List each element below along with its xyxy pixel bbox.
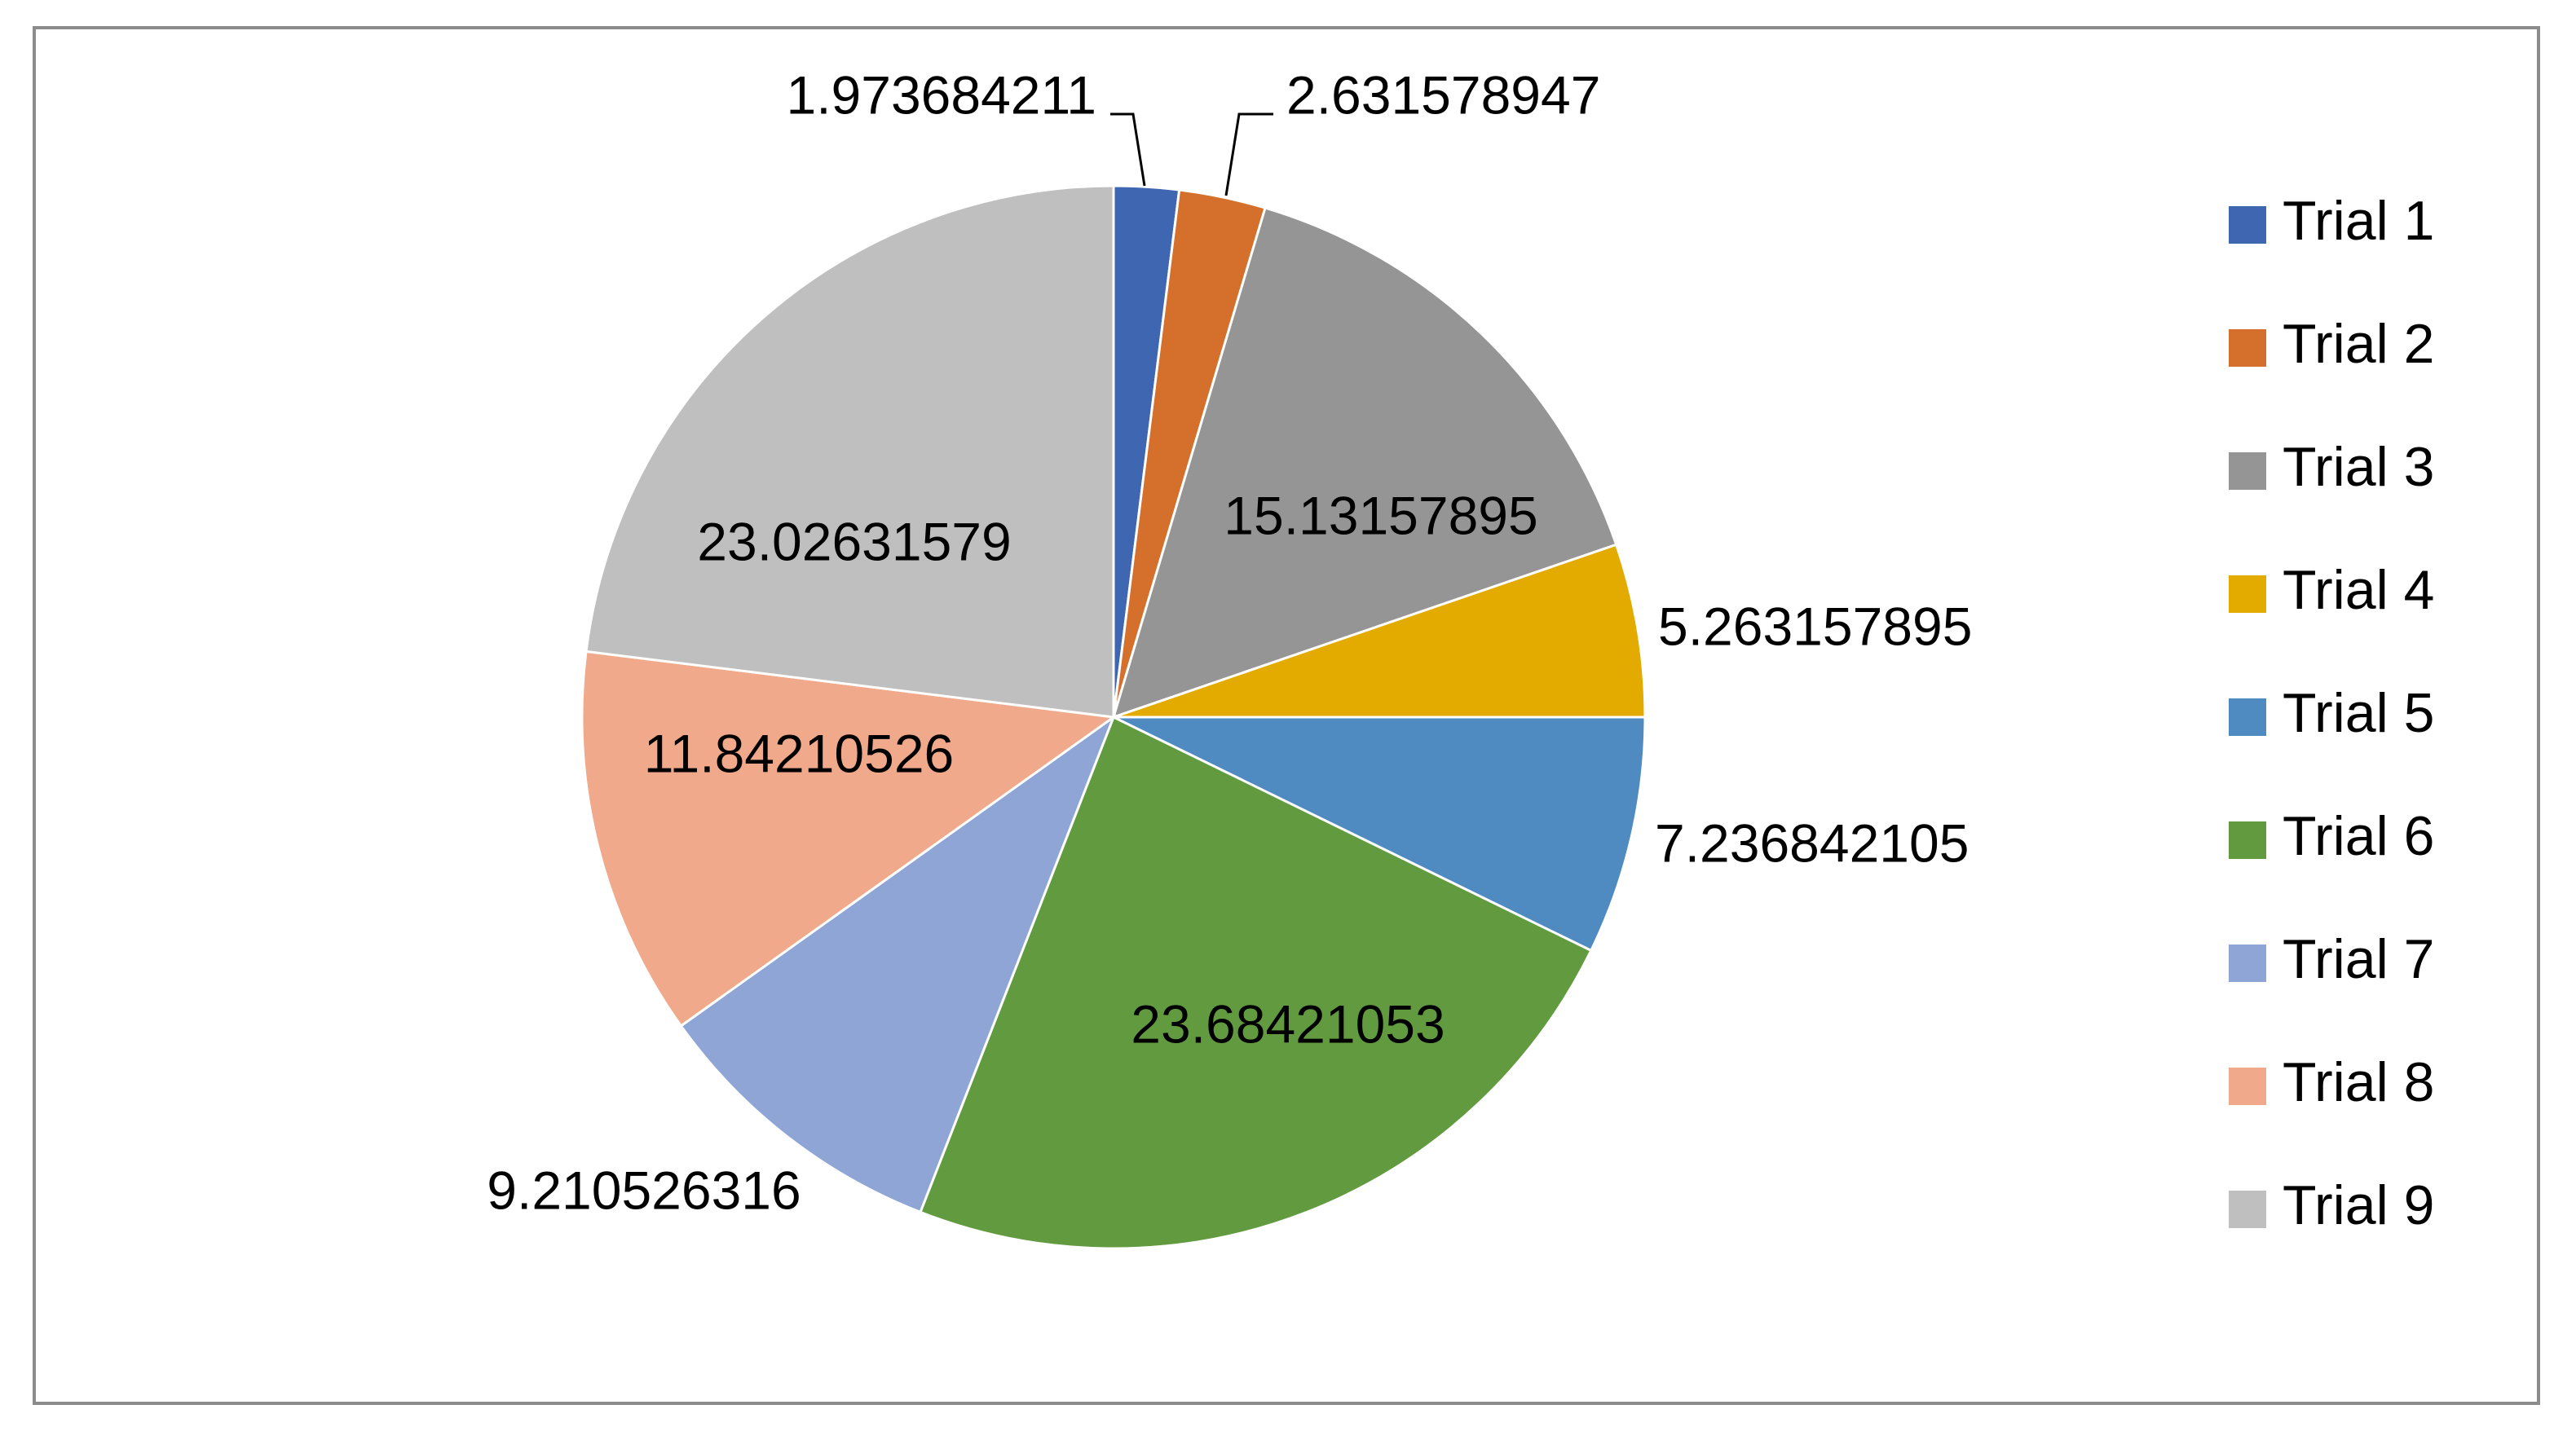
data-label-trial-7: 9.210526316 bbox=[487, 1160, 801, 1220]
leader-line-2 bbox=[1224, 112, 1273, 196]
legend-label: Trial 2 bbox=[2283, 313, 2434, 375]
legend-item-trial-6: Trial 6 bbox=[2229, 805, 2434, 867]
legend-label: Trial 3 bbox=[2283, 436, 2434, 498]
legend-swatch bbox=[2229, 329, 2266, 367]
legend-item-trial-9: Trial 9 bbox=[2229, 1174, 2434, 1236]
legend-label: Trial 7 bbox=[2283, 928, 2434, 990]
legend-swatch bbox=[2229, 698, 2266, 736]
legend-swatch bbox=[2229, 452, 2266, 490]
legend-label: Trial 9 bbox=[2283, 1174, 2434, 1236]
legend-swatch bbox=[2229, 206, 2266, 244]
legend-item-trial-7: Trial 7 bbox=[2229, 928, 2434, 990]
legend-item-trial-3: Trial 3 bbox=[2229, 436, 2434, 498]
pie-slice-trial-4 bbox=[1113, 543, 1647, 719]
data-label-trial-8: 11.84210526 bbox=[644, 723, 955, 783]
data-label-trial-6: 23.68421053 bbox=[1131, 993, 1445, 1054]
legend-item-trial-2: Trial 2 bbox=[2229, 313, 2434, 375]
data-label-trial-1: 1.973684211 bbox=[787, 64, 1097, 125]
legend-item-trial-4: Trial 4 bbox=[2229, 559, 2434, 621]
data-label-trial-4: 5.263157895 bbox=[1658, 596, 1972, 656]
legend-label: Trial 4 bbox=[2283, 559, 2434, 621]
legend-swatch bbox=[2229, 945, 2266, 982]
legend-swatch bbox=[2229, 1191, 2266, 1228]
pie-slice-trial-8 bbox=[580, 650, 1118, 1028]
legend-swatch bbox=[2229, 1068, 2266, 1105]
pie-slices bbox=[580, 184, 1647, 1250]
pie-slice-trial-9 bbox=[584, 184, 1115, 719]
pie-slice-trial-7 bbox=[679, 713, 1117, 1214]
data-label-trial-5: 7.236842105 bbox=[1655, 812, 1969, 873]
pie-slice-trial-5 bbox=[1113, 716, 1647, 953]
pie-slice-trial-3 bbox=[1111, 206, 1618, 720]
legend-item-trial-8: Trial 8 bbox=[2229, 1051, 2434, 1113]
legend-item-trial-5: Trial 5 bbox=[2229, 682, 2434, 744]
legend: Trial 1 Trial 2 Trial 3 Trial 4 Trial 5 Trial… bbox=[2229, 190, 2434, 1236]
legend-swatch bbox=[2229, 821, 2266, 859]
data-label-trial-2: 2.631578947 bbox=[1286, 64, 1600, 125]
data-label-trial-3: 15.13157895 bbox=[1224, 485, 1537, 545]
legend-label: Trial 1 bbox=[2283, 190, 2434, 252]
data-labels: 1.973684211 2.631578947 15.13157895 5.26315… bbox=[487, 64, 1972, 1220]
data-label-trial-9: 23.02631579 bbox=[697, 511, 1011, 571]
legend-swatch bbox=[2229, 575, 2266, 613]
pie-slice-trial-6 bbox=[919, 715, 1593, 1250]
legend-label: Trial 8 bbox=[2283, 1051, 2434, 1113]
leader-line-1 bbox=[1110, 112, 1146, 187]
legend-item-trial-1: Trial 1 bbox=[2229, 190, 2434, 252]
legend-label: Trial 5 bbox=[2283, 682, 2434, 744]
leader-lines bbox=[1110, 112, 1273, 196]
legend-label: Trial 6 bbox=[2283, 805, 2434, 867]
